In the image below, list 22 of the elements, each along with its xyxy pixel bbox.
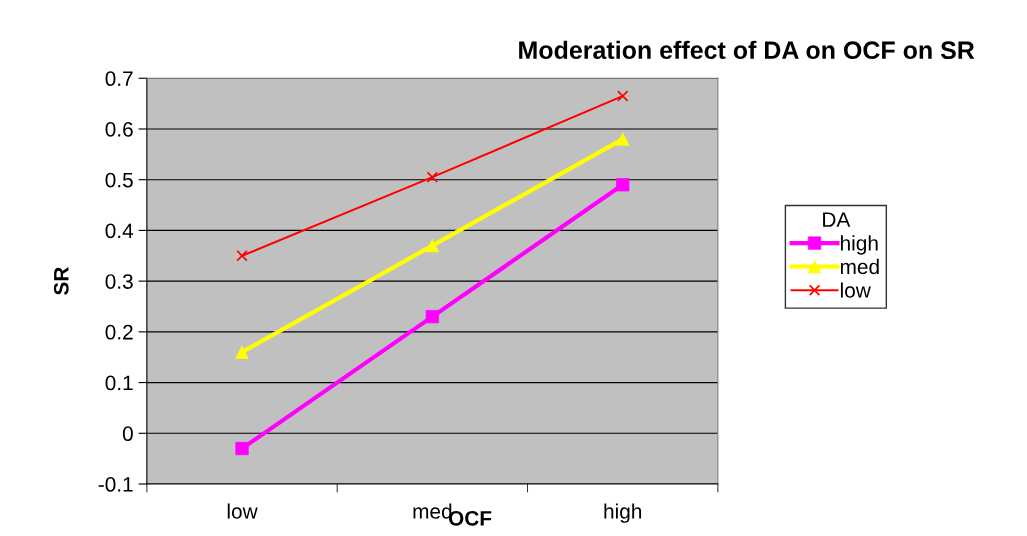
legend-label: high xyxy=(841,235,878,255)
chart-title: Moderation effect of DA on OCF on SR xyxy=(519,40,975,60)
point xyxy=(425,310,439,324)
y-tick-label: 0.5 xyxy=(105,172,133,188)
y-tick-label: 0.6 xyxy=(105,121,133,137)
point xyxy=(236,250,248,262)
point xyxy=(617,90,629,102)
legend-title: DA xyxy=(823,212,851,227)
y-tick-label: 0.3 xyxy=(105,274,133,289)
x-tick-label: low xyxy=(227,503,258,519)
point xyxy=(235,441,249,456)
y-axis-title: SR xyxy=(53,267,69,295)
y-tick-label: 0.1 xyxy=(105,375,133,391)
y-tick-label: 0 xyxy=(122,426,133,442)
x-tick-label: high xyxy=(604,503,642,523)
y-tick-label: 0.2 xyxy=(105,324,133,340)
point xyxy=(426,171,439,183)
y-tick-label: 0.7 xyxy=(105,71,133,87)
legend-label: low xyxy=(840,282,871,298)
y-tick-label: -0.1 xyxy=(98,477,133,492)
y-tick-label: 0.4 xyxy=(105,223,134,239)
legend-label: med xyxy=(840,258,879,275)
